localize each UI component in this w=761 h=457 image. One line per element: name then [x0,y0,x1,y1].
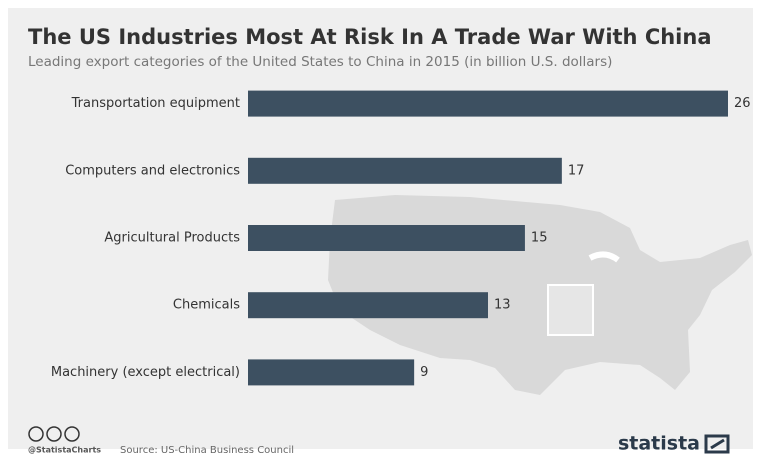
bar [248,359,415,386]
bar [248,157,562,184]
brand-icon [704,434,730,454]
chart-title: The US Industries Most At Risk In A Trad… [28,25,712,49]
bar [248,90,728,117]
chart-subtitle: Leading export categories of the United … [28,54,612,70]
footer-source: Source: US-China Business Council [120,445,294,456]
category-label: Transportation equipment [71,96,240,111]
category-label: Chemicals [173,298,240,313]
value-label: 13 [494,298,511,313]
footer-handle: @StatistaCharts [28,446,101,455]
arrow-decoration [588,251,620,263]
category-label: Computers and electronics [65,163,240,178]
brand-logo: statista [618,433,700,455]
category-label: Agricultural Products [104,231,240,246]
value-label: 26 [734,96,751,111]
cc-icons [28,426,80,442]
value-label: 15 [531,231,548,246]
value-label: 9 [420,365,428,380]
category-label: Machinery (except electrical) [51,365,240,380]
value-label: 17 [568,163,585,178]
bar [248,292,488,319]
bar [248,225,525,251]
box-decoration [547,284,594,336]
